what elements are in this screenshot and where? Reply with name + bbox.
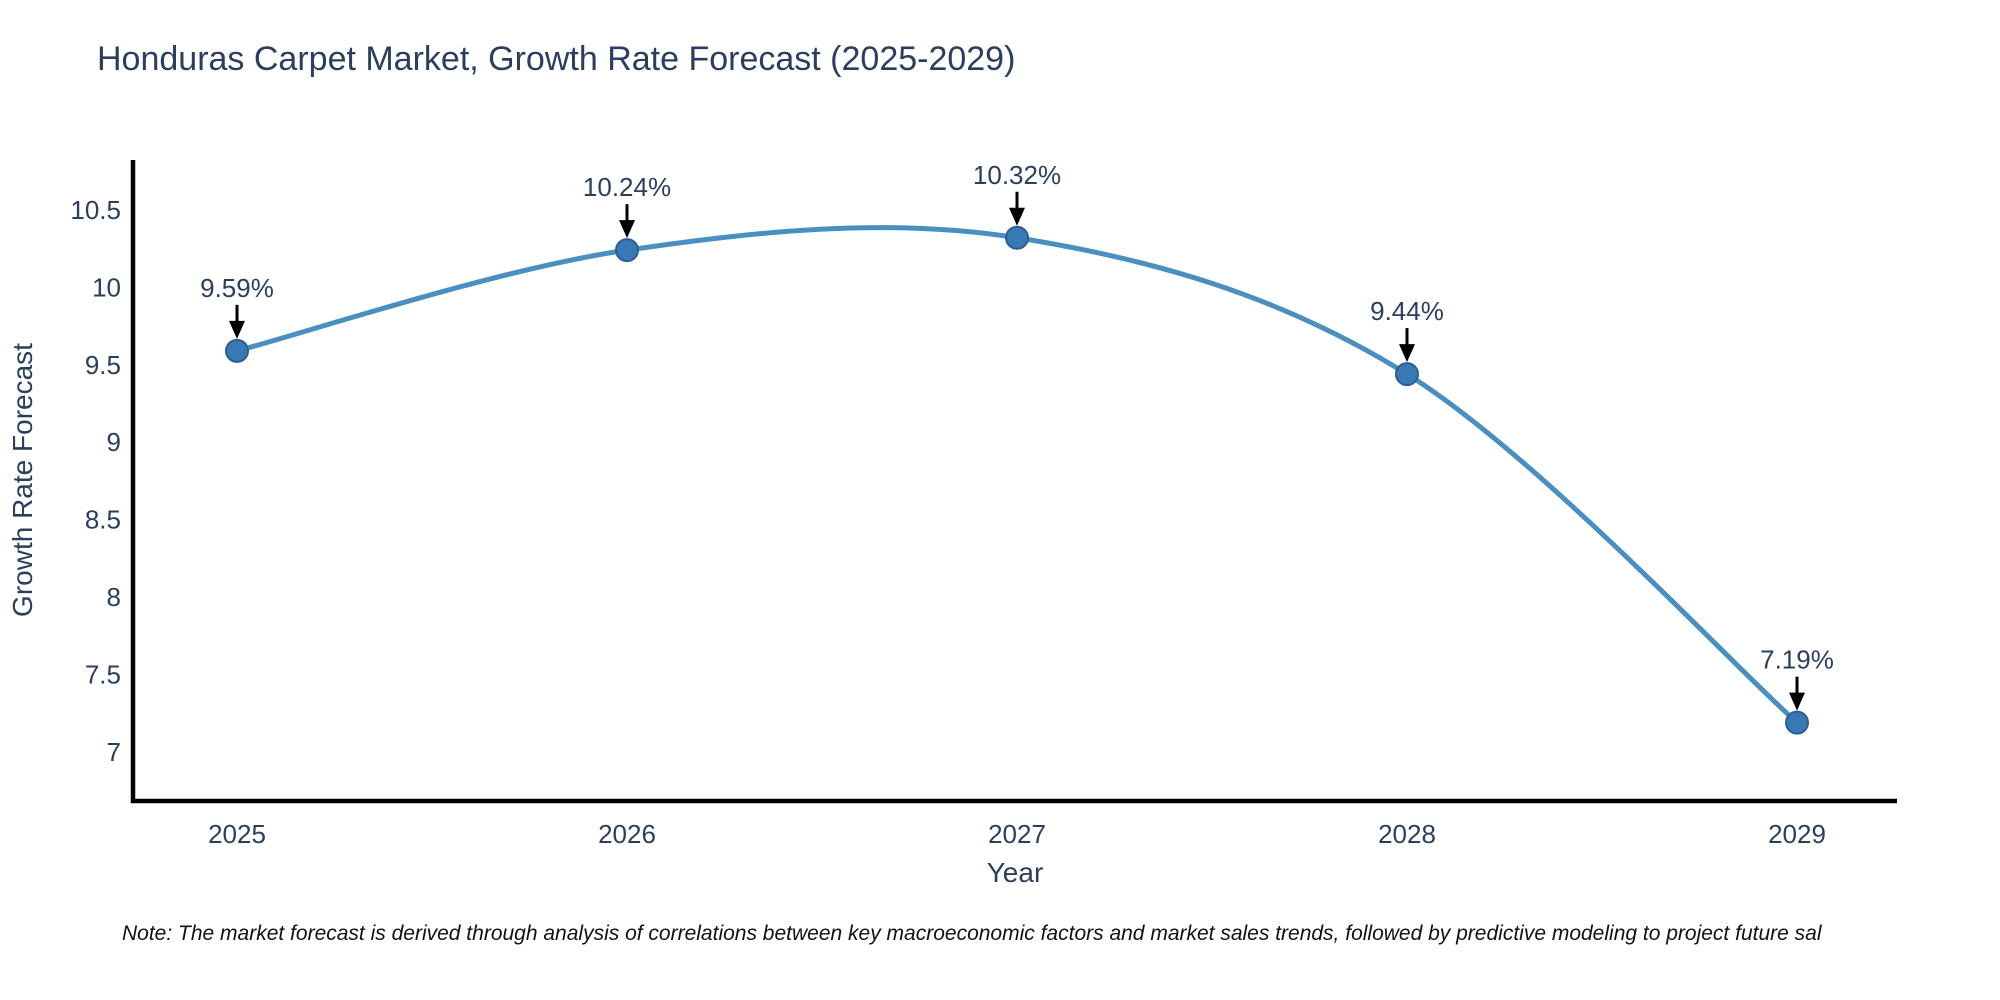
forecast-line [234,225,1800,726]
y-tick-label: 9 [107,427,121,457]
annotation-arrow-head [1789,692,1805,711]
annotation-value-label: 9.44% [1370,296,1444,326]
axes [130,160,1897,804]
y-tick-label: 7 [107,737,121,767]
data-point-marker [615,238,639,263]
annotation-value-label: 7.19% [1760,645,1834,675]
x-axis-ticks: 2025 2026 2027 2028 2029 [208,819,1826,849]
annotation-value-label: 10.32% [973,160,1061,190]
annotation-arrow-head [229,320,245,339]
y-tick-label: 7.5 [85,660,121,690]
y-axis-title: Growth Rate Forecast [7,343,38,617]
y-tick-label: 9.5 [85,350,121,380]
point-annotations: 9.59% 10.24% 10.32% 9.44% 7.19% [200,160,1834,711]
data-point-marker [1785,710,1809,735]
y-tick-label: 10 [92,272,121,302]
chart-title: Honduras Carpet Market, Growth Rate Fore… [97,40,1015,78]
data-point-marker [1395,362,1419,387]
y-axis-ticks: 7 7.5 8 8.5 9 9.5 10 10.5 [70,195,121,767]
y-tick-label: 10.5 [70,195,121,225]
line-series [225,225,1809,735]
x-tick-label: 2027 [988,819,1046,849]
footnote: Note: The market forecast is derived thr… [122,922,1823,945]
x-tick-label: 2025 [208,819,266,849]
annotation-arrow-head [1399,344,1415,363]
annotation-arrow-head [619,220,635,239]
annotation-arrow-head [1009,207,1025,226]
annotation-value-label: 9.59% [200,273,274,303]
data-point-marker [1005,225,1029,250]
axis-spines [130,160,1897,804]
x-tick-label: 2026 [598,819,656,849]
x-tick-label: 2029 [1768,819,1826,849]
y-tick-label: 8 [107,582,121,612]
data-point-marker [225,338,249,363]
x-tick-label: 2028 [1378,819,1436,849]
x-axis-title: Year [987,857,1044,888]
y-tick-label: 8.5 [85,505,121,535]
annotation-value-label: 10.24% [583,172,671,202]
